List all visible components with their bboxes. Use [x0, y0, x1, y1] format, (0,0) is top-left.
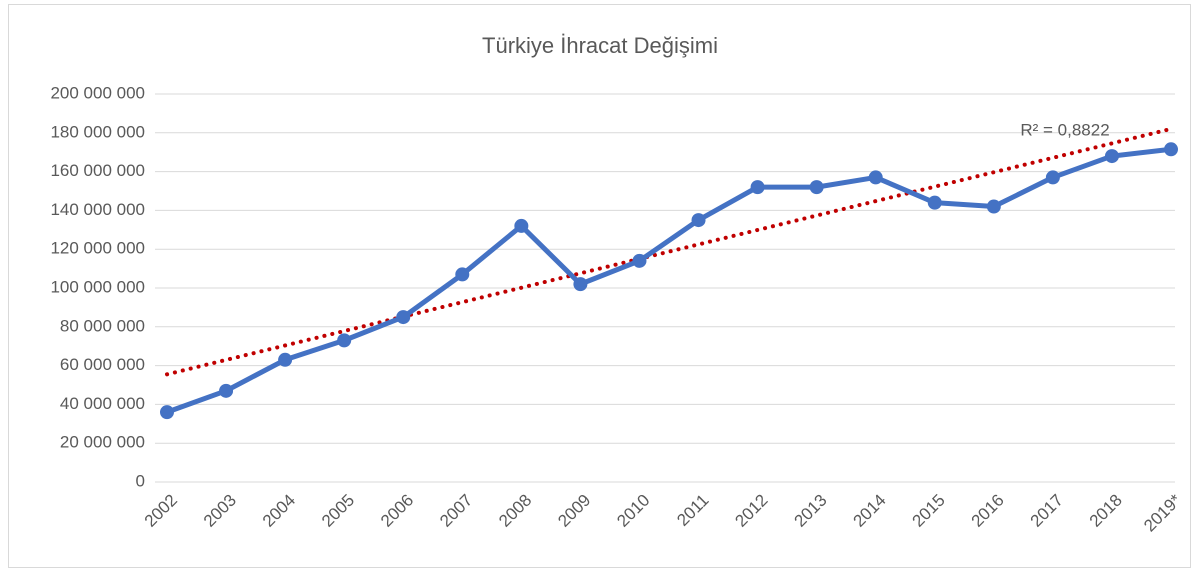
chart-border	[8, 4, 1191, 568]
point	[396, 310, 411, 325]
point	[514, 218, 529, 233]
point	[219, 383, 234, 398]
y-tick-label: 200 000 000	[50, 83, 145, 102]
point	[1104, 149, 1119, 164]
point	[691, 213, 706, 228]
y-tick-label: 100 000 000	[50, 277, 145, 296]
y-tick-label: 120 000 000	[50, 239, 145, 258]
point	[455, 267, 470, 282]
point	[750, 180, 765, 195]
point	[1045, 170, 1060, 185]
y-tick-label: 0	[136, 471, 145, 490]
point	[632, 253, 647, 268]
point	[278, 352, 293, 367]
point	[986, 199, 1001, 214]
point	[337, 333, 352, 348]
series-line	[166, 146, 1172, 415]
point	[1164, 142, 1178, 157]
point	[573, 277, 588, 292]
chart-title: Türkiye İhracat Değişimi	[482, 33, 718, 58]
y-tick-label: 140 000 000	[50, 200, 145, 219]
y-tick-label: 20 000 000	[60, 433, 145, 452]
annotation: R² = 0,8822	[1020, 120, 1109, 139]
y-tick-label: 60 000 000	[60, 355, 145, 374]
point	[809, 180, 824, 195]
trendline	[165, 126, 1173, 377]
point	[927, 195, 942, 210]
y-tick-label: 160 000 000	[50, 161, 145, 180]
y-tick-label: 180 000 000	[50, 122, 145, 141]
y-tick-label: 40 000 000	[60, 394, 145, 413]
y-tick-label: 80 000 000	[60, 316, 145, 335]
point	[868, 170, 883, 185]
point	[160, 405, 174, 420]
